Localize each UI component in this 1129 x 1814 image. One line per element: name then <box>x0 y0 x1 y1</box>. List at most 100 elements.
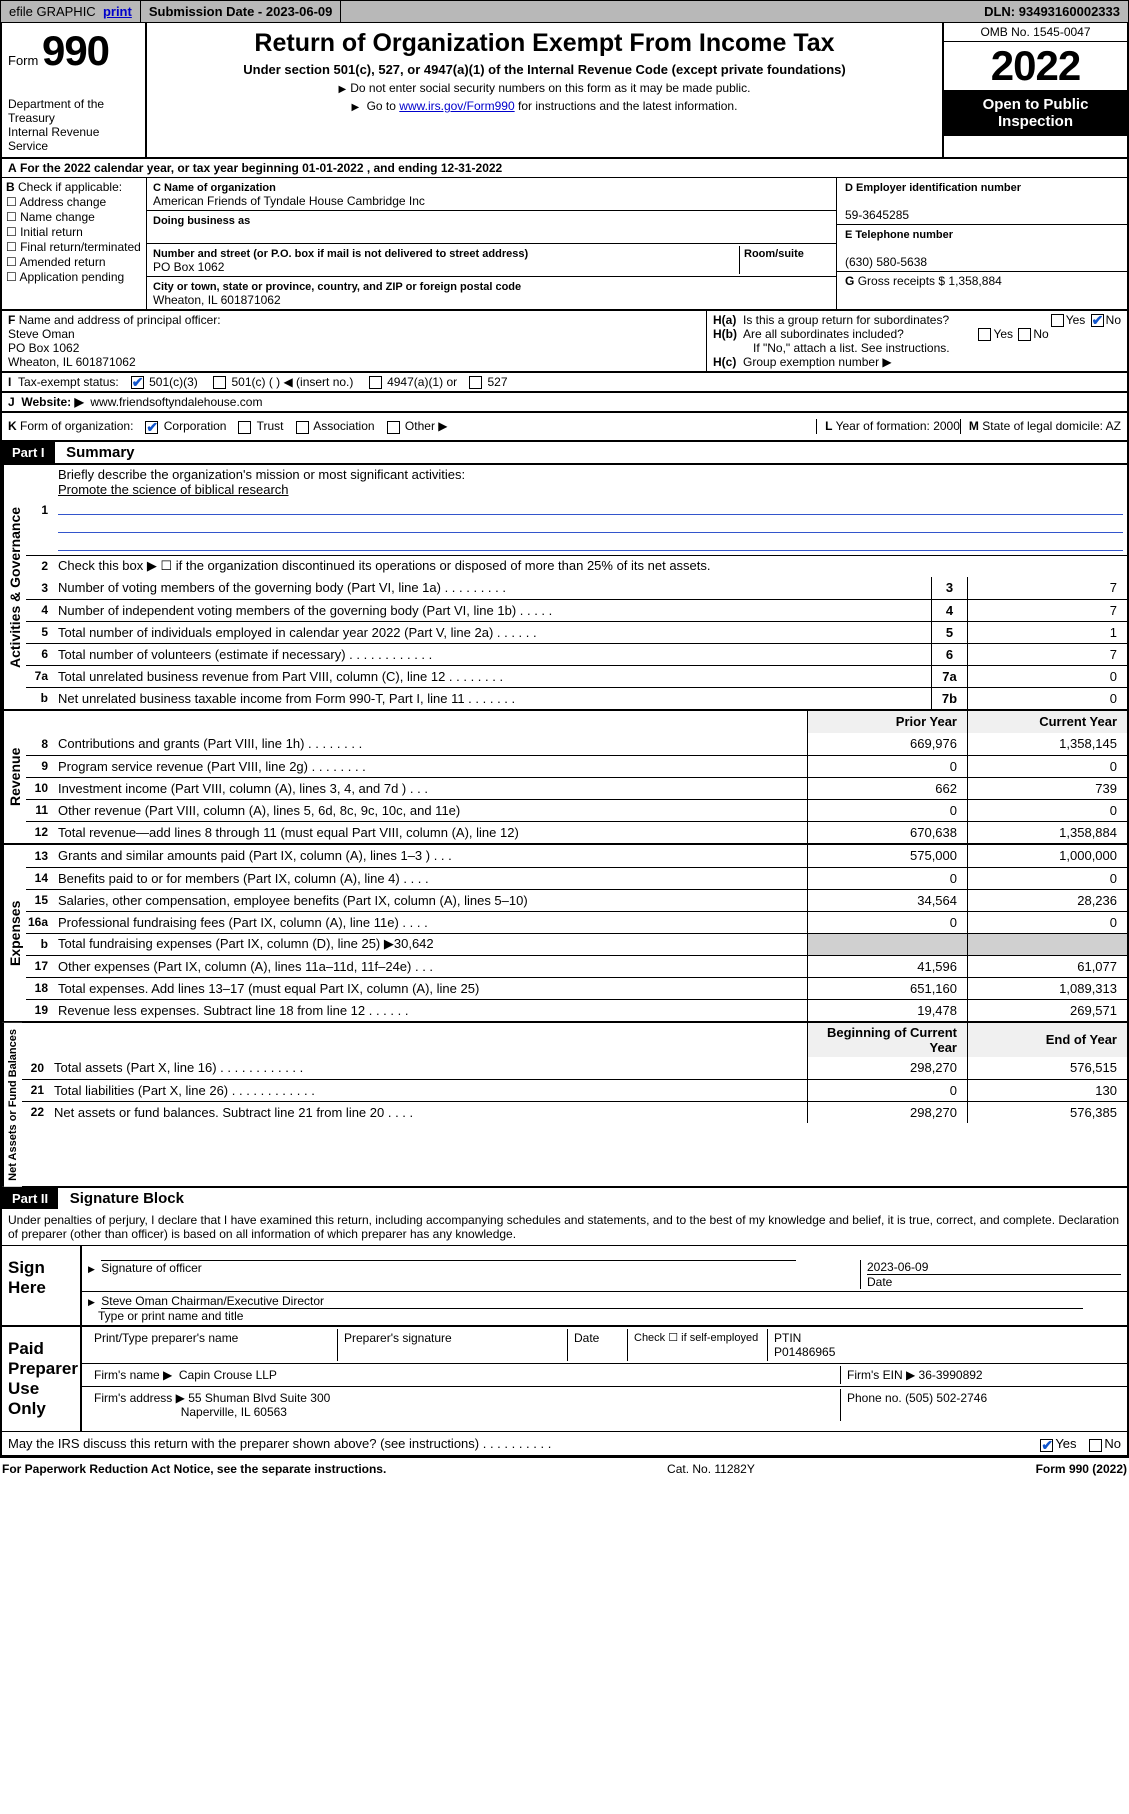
submission-date: 2023-06-09 <box>266 4 333 19</box>
vlabel-revenue: Revenue <box>2 711 26 843</box>
col-current-year: Current Year <box>967 711 1127 733</box>
mission-label: Briefly describe the organization's miss… <box>58 467 465 482</box>
table-row: 11Other revenue (Part VIII, column (A), … <box>26 799 1127 821</box>
table-row: 12Total revenue—add lines 8 through 11 (… <box>26 821 1127 843</box>
table-row: 22Net assets or fund balances. Subtract … <box>22 1101 1127 1123</box>
year-formation: 2000 <box>933 419 960 433</box>
hb-note: If "No," attach a list. See instructions… <box>713 341 1121 355</box>
line2-discontinued: Check this box ▶ ☐ if the organization d… <box>54 556 1127 576</box>
table-row: 20Total assets (Part X, line 16) . . . .… <box>22 1057 1127 1079</box>
hb-no[interactable] <box>1018 328 1031 341</box>
vlabel-expenses: Expenses <box>2 845 26 1021</box>
discuss-question: May the IRS discuss this return with the… <box>8 1436 551 1451</box>
efile-label: efile GRAPHIC <box>9 4 96 19</box>
part1-header: Part I <box>2 442 55 463</box>
gross-receipts: 1,358,884 <box>948 274 1001 288</box>
hb-yes[interactable] <box>978 328 991 341</box>
table-row: 9Program service revenue (Part VIII, lin… <box>26 755 1127 777</box>
cb-trust[interactable] <box>238 421 251 434</box>
cb-name-change[interactable]: Name change <box>20 210 95 224</box>
ha-no[interactable] <box>1091 314 1104 327</box>
table-row: 6Total number of volunteers (estimate if… <box>26 643 1127 665</box>
vlabel-netassets: Net Assets or Fund Balances <box>2 1023 22 1187</box>
ptin: P01486965 <box>774 1345 835 1359</box>
cb-address-change[interactable]: Address change <box>19 195 106 209</box>
cb-application-pending[interactable]: Application pending <box>19 270 124 284</box>
cb-corp[interactable] <box>145 421 158 434</box>
prep-sig-label: Preparer's signature <box>338 1329 568 1361</box>
cb-527[interactable] <box>469 376 482 389</box>
part2-title: Signature Block <box>70 1190 184 1207</box>
open-inspection: Open to Public Inspection <box>944 90 1127 136</box>
officer-name: Steve Oman <box>8 327 75 341</box>
table-row: 19Revenue less expenses. Subtract line 1… <box>26 999 1127 1021</box>
cb-initial-return[interactable]: Initial return <box>20 225 83 239</box>
line-i-tax-status: I Tax-exempt status: 501(c)(3) 501(c) ( … <box>0 372 1129 392</box>
table-row: bNet unrelated business taxable income f… <box>26 687 1127 709</box>
form-title: Return of Organization Exempt From Incom… <box>157 29 932 58</box>
firm-ein: 36-3990892 <box>919 1368 983 1382</box>
sign-here-label: Sign Here <box>2 1246 82 1325</box>
paid-preparer-label: Paid Preparer Use Only <box>2 1327 82 1431</box>
table-row: 15Salaries, other compensation, employee… <box>26 889 1127 911</box>
sig-date-label: Date <box>867 1274 1121 1289</box>
table-row: 18Total expenses. Add lines 13–17 (must … <box>26 977 1127 999</box>
prep-name-label: Print/Type preparer's name <box>88 1329 338 1361</box>
table-row: bTotal fundraising expenses (Part IX, co… <box>26 933 1127 955</box>
ha-yes[interactable] <box>1051 314 1064 327</box>
table-row: 14Benefits paid to or for members (Part … <box>26 867 1127 889</box>
cb-4947[interactable] <box>369 376 382 389</box>
checkif-label: Check if applicable: <box>18 180 122 194</box>
form-footer: Form 990 (2022) <box>1036 1462 1127 1476</box>
table-row: 17Other expenses (Part IX, column (A), l… <box>26 955 1127 977</box>
table-row: 13Grants and similar amounts paid (Part … <box>26 845 1127 867</box>
officer-city: Wheaton, IL 601871062 <box>8 355 136 369</box>
table-row: 3Number of voting members of the governi… <box>26 577 1127 599</box>
col-begin-year: Beginning of Current Year <box>807 1023 967 1057</box>
efile-topbar: efile GRAPHIC print Submission Date - 20… <box>0 0 1129 23</box>
discuss-yes[interactable] <box>1040 1439 1053 1452</box>
sig-date: 2023-06-09 <box>867 1260 1121 1274</box>
part1-title: Summary <box>66 444 134 461</box>
officer-group-block: F Name and address of principal officer:… <box>0 310 1129 372</box>
org-city: Wheaton, IL 601871062 <box>153 293 281 307</box>
discuss-no[interactable] <box>1089 1439 1102 1452</box>
prep-date-label: Date <box>568 1329 628 1361</box>
dept-treasury: Department of the Treasury <box>8 97 139 125</box>
part2-header: Part II <box>2 1188 58 1209</box>
line-j-website: J Website: ▶ www.friendsoftyndalehouse.c… <box>0 392 1129 412</box>
table-row: 8Contributions and grants (Part VIII, li… <box>26 733 1127 755</box>
cb-other[interactable] <box>387 421 400 434</box>
form-word: Form <box>8 53 38 68</box>
col-prior-year: Prior Year <box>807 711 967 733</box>
form-note-ssn: Do not enter social security numbers on … <box>157 81 932 95</box>
hc-label: Group exemption number ▶ <box>743 355 892 369</box>
cb-501c[interactable] <box>213 376 226 389</box>
table-row: 21Total liabilities (Part X, line 26) . … <box>22 1079 1127 1101</box>
table-row: 16aProfessional fundraising fees (Part I… <box>26 911 1127 933</box>
paperwork-notice: For Paperwork Reduction Act Notice, see … <box>2 1462 386 1476</box>
form-note-link: Go to www.irs.gov/Form990 for instructio… <box>157 99 932 113</box>
cb-amended-return[interactable]: Amended return <box>19 255 105 269</box>
officer-typed-name: Steve Oman Chairman/Executive Director <box>101 1294 324 1308</box>
table-row: 5Total number of individuals employed in… <box>26 621 1127 643</box>
print-link[interactable]: print <box>103 4 132 19</box>
state-domicile: AZ <box>1106 419 1121 433</box>
cb-501c3[interactable] <box>131 376 144 389</box>
dln-label: DLN: <box>984 4 1015 19</box>
firm-addr2: Naperville, IL 60563 <box>181 1405 287 1419</box>
firm-phone: (505) 502-2746 <box>905 1391 987 1405</box>
dln-value: 93493160002333 <box>1019 4 1120 19</box>
telephone: (630) 580-5638 <box>845 255 927 269</box>
form-subtitle: Under section 501(c), 527, or 4947(a)(1)… <box>157 62 932 77</box>
cb-final-return[interactable]: Final return/terminated <box>20 240 141 254</box>
vlabel-governance: Activities & Governance <box>2 465 26 709</box>
check-self-employed[interactable]: Check ☐ if self-employed <box>628 1329 768 1361</box>
cb-assoc[interactable] <box>296 421 309 434</box>
website: www.friendsoftyndalehouse.com <box>90 395 262 409</box>
table-row: 10Investment income (Part VIII, column (… <box>26 777 1127 799</box>
tax-year: 2022 <box>944 42 1127 90</box>
org-name: American Friends of Tyndale House Cambri… <box>153 194 425 208</box>
irs-link[interactable]: www.irs.gov/Form990 <box>399 99 514 113</box>
mission-text: Promote the science of biblical research <box>58 482 289 497</box>
